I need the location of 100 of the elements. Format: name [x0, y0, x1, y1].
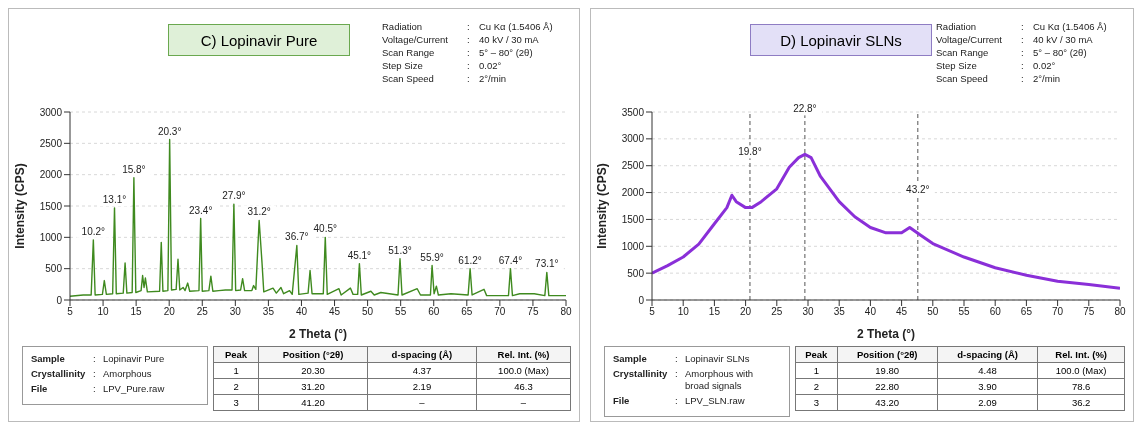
- text: 2.19: [412, 381, 432, 392]
- x-tick-label: 5: [649, 306, 656, 318]
- y-tick-label: 3000: [39, 106, 63, 118]
- text: 31.20: [301, 381, 325, 392]
- x-axis-title: 2 Theta (°): [288, 327, 348, 341]
- annotation: 73.1°: [535, 258, 559, 270]
- text: 41.20: [301, 397, 325, 408]
- y-tick-label: 2500: [39, 137, 63, 149]
- x-axis-title: 2 Theta (°): [856, 327, 916, 341]
- text: 78.6: [1071, 381, 1091, 392]
- text: Radiation : Cu Kα (1.5406 Å): [936, 21, 1107, 32]
- text: 19.80: [875, 365, 900, 376]
- x-tick-label: 45: [328, 306, 341, 318]
- y-tick-label: 1500: [621, 213, 645, 225]
- x-tick-label: 15: [130, 306, 143, 318]
- text: 2.09: [978, 397, 997, 408]
- annotation: 36.7°: [285, 231, 309, 243]
- x-tick-label: 30: [802, 306, 814, 318]
- annotation: 22.8°: [793, 103, 817, 115]
- category-label: Position (°2θ): [258, 346, 368, 363]
- y-tick-label: 500: [627, 267, 645, 279]
- chart-title: C) Lopinavir Pure: [168, 24, 350, 56]
- y-tick-label: 3000: [621, 133, 645, 145]
- text: 22.80: [875, 381, 900, 392]
- x-tick-label: 75: [1083, 306, 1095, 318]
- x-tick-label: 45: [896, 306, 908, 318]
- annotation: 51.3°: [388, 244, 412, 256]
- category-label: Rel. Int. (%): [1037, 346, 1125, 363]
- text: 100.0 (Max): [1055, 365, 1107, 376]
- x-tick-label: 80: [1114, 306, 1126, 318]
- x-tick-label: 5: [67, 306, 74, 318]
- text: Crystallinity : Amorphous: [31, 368, 153, 380]
- x-tick-label: 25: [196, 306, 209, 318]
- y-tick-label: 2000: [621, 187, 645, 199]
- x-tick-label: 35: [262, 306, 275, 318]
- text: Sample : Lopinavir SLNs: [613, 353, 750, 364]
- text: 1: [813, 365, 819, 376]
- x-tick-label: 20: [163, 306, 176, 318]
- x-tick-label: 70: [1052, 306, 1064, 318]
- text: 1: [233, 365, 239, 376]
- text: 3.90: [978, 381, 997, 392]
- x-tick-label: 35: [833, 306, 846, 318]
- annotation: 67.4°: [498, 254, 523, 266]
- x-tick-label: 15: [708, 306, 721, 318]
- text: Sample : Lopinavir Pure: [31, 353, 165, 364]
- x-tick-label: 80: [560, 306, 572, 318]
- text: 100.0 (Max): [498, 365, 549, 376]
- text: Scan Range : 5° – 80° (2θ): [382, 47, 533, 58]
- text: Voltage/Current : 40 kV / 30 mA: [936, 34, 1093, 45]
- text: Step Size : 0.02°: [382, 60, 502, 71]
- text: 4.37: [412, 365, 432, 376]
- chart-title: D) Lopinavir SLNs: [750, 24, 932, 56]
- text: Radiation : Cu Kα (1.5406 Å): [382, 21, 553, 32]
- text: 3: [233, 397, 239, 408]
- line-series: [70, 138, 566, 297]
- text: Crystallinity : Amorphous with broad signals: [613, 368, 755, 392]
- annotation: 15.8°: [122, 164, 146, 176]
- x-tick-label: 65: [461, 306, 473, 318]
- y-axis-title: Intensity (CPS): [595, 163, 610, 249]
- annotation: 19.8°: [738, 146, 762, 158]
- annotation: 40.5°: [313, 223, 338, 235]
- text: 43.20: [875, 397, 900, 408]
- annotation: 55.9°: [420, 251, 444, 263]
- text: File : LPV_Pure.raw: [31, 383, 165, 394]
- x-tick-label: 10: [677, 306, 690, 318]
- annotation: 45.1°: [347, 249, 372, 261]
- y-tick-label: 1000: [621, 240, 645, 252]
- annotation: 20.3°: [157, 125, 182, 137]
- text: –: [520, 397, 527, 408]
- text: Scan Speed : 2°/min: [382, 73, 507, 84]
- annotation: 27.9°: [222, 190, 246, 202]
- y-tick-label: 2000: [39, 169, 63, 181]
- annotation: 10.2°: [81, 225, 106, 237]
- category-label: Peak: [795, 346, 838, 363]
- text: Voltage/Current : 40 kV / 30 mA: [382, 34, 539, 45]
- text: Step Size : 0.02°: [936, 60, 1056, 71]
- category-label: Peak: [213, 346, 259, 363]
- category-label: d-spacing (Å): [367, 346, 477, 363]
- text: 3: [813, 397, 819, 408]
- y-tick-label: 1000: [39, 231, 63, 243]
- x-tick-label: 25: [771, 306, 783, 318]
- x-tick-label: 70: [494, 306, 506, 318]
- annotation: 61.2°: [458, 254, 482, 266]
- x-tick-label: 60: [989, 306, 1002, 318]
- y-tick-label: 0: [638, 294, 645, 306]
- x-tick-label: 50: [362, 306, 374, 318]
- x-tick-label: 60: [428, 306, 440, 318]
- text: Scan Range : 5° – 80° (2θ): [936, 47, 1087, 58]
- x-tick-label: 75: [527, 306, 539, 318]
- text: 46.3: [514, 381, 533, 392]
- annotation: 13.1°: [102, 194, 127, 206]
- x-tick-label: 10: [97, 306, 110, 318]
- text: 2: [813, 381, 819, 392]
- text: 4.48: [978, 365, 997, 376]
- y-tick-label: 2500: [621, 160, 645, 172]
- x-tick-label: 55: [395, 306, 407, 318]
- annotation: 23.4°: [188, 204, 213, 216]
- text: 2: [233, 381, 239, 392]
- x-tick-label: 50: [927, 306, 939, 318]
- text: 20.30: [301, 365, 325, 376]
